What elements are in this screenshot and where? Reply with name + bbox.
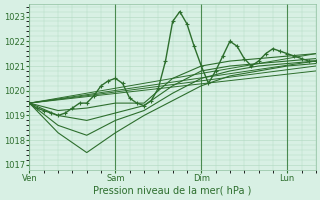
X-axis label: Pression niveau de la mer( hPa ): Pression niveau de la mer( hPa ) — [93, 186, 252, 196]
